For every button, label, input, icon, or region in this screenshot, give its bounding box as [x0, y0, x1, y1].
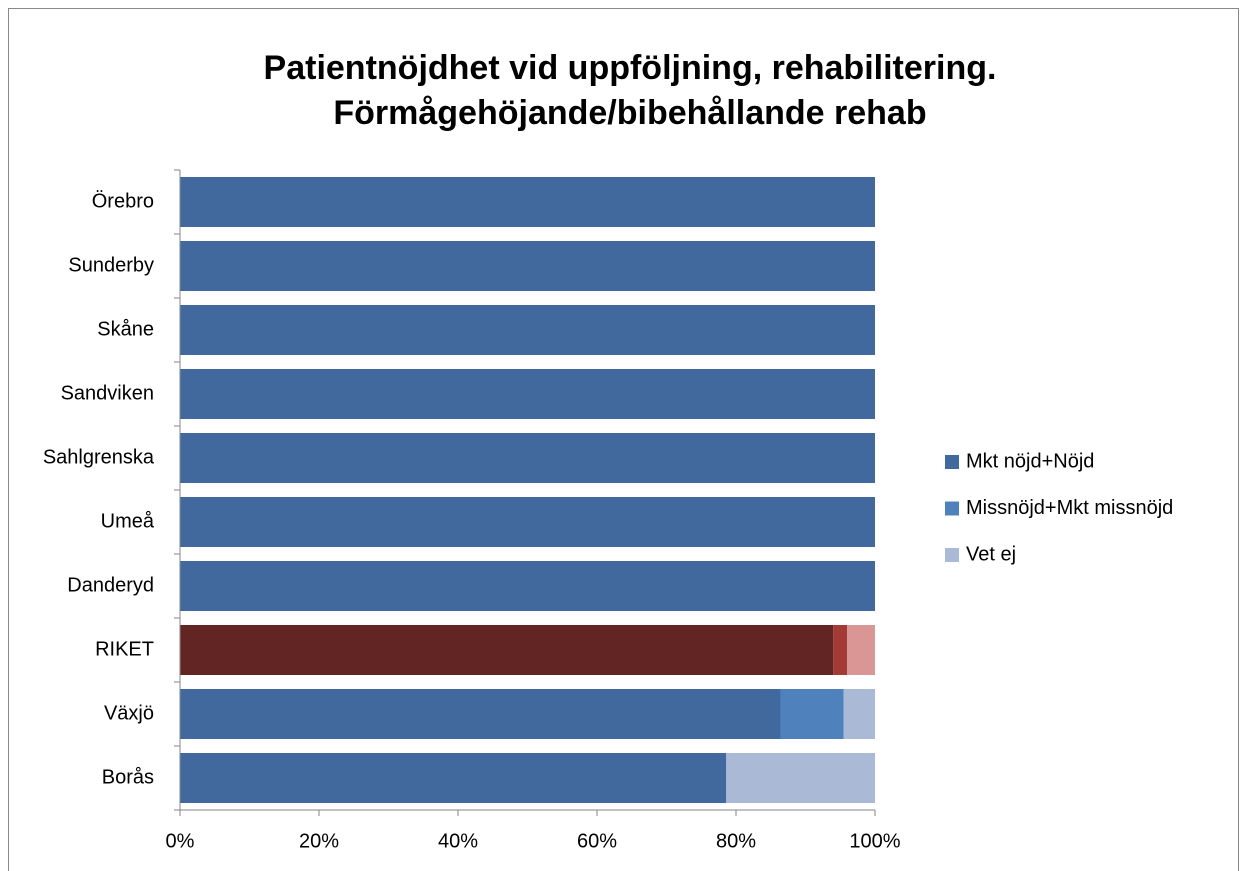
x-tick-label: 40% [438, 830, 478, 852]
y-tick-label: Skåne [97, 318, 154, 340]
legend-label: Vet ej [966, 543, 1016, 565]
legend-swatch [945, 501, 959, 516]
bar-segment [180, 369, 875, 419]
bar-segment [180, 689, 781, 739]
y-tick-label: Sunderby [68, 254, 154, 276]
bar-segment [780, 689, 844, 739]
chart-border [8, 8, 1239, 871]
x-tick-label: 0% [166, 830, 195, 852]
chart-title: Förmågehöjande/bibehållande rehab [333, 94, 926, 132]
x-tick-label: 80% [716, 830, 756, 852]
y-tick-label: Umeå [101, 510, 155, 532]
bar-segment [833, 625, 848, 675]
legend-swatch [945, 455, 959, 469]
y-tick-label: Sandviken [61, 382, 154, 404]
bar-segment [180, 177, 875, 227]
y-tick-label: Danderyd [67, 574, 154, 596]
y-tick-label: Örebro [92, 190, 154, 212]
bar-segment [180, 753, 727, 803]
x-tick-label: 100% [849, 830, 900, 852]
x-tick-label: 60% [577, 830, 617, 852]
y-tick-label: Borås [102, 766, 154, 788]
bar-segment [180, 433, 875, 483]
chart-title: Patientnöjdhet vid uppföljning, rehabili… [264, 49, 997, 87]
bar-segment [180, 561, 875, 611]
y-tick-label: Växjö [104, 702, 154, 724]
bar-segment [847, 625, 875, 675]
bar-segment [180, 241, 875, 291]
legend-label: Missnöjd+Mkt missnöjd [966, 497, 1173, 519]
bar-segment [180, 497, 875, 547]
legend-label: Mkt nöjd+Nöjd [966, 450, 1094, 472]
bar-segment [180, 305, 875, 355]
y-tick-label: Sahlgrenska [43, 446, 155, 468]
bar-segment [180, 625, 834, 675]
legend-swatch [945, 548, 959, 562]
y-tick-label: RIKET [95, 638, 154, 660]
x-tick-label: 20% [299, 830, 339, 852]
bar-segment [843, 689, 875, 739]
bar-segment [726, 753, 875, 803]
